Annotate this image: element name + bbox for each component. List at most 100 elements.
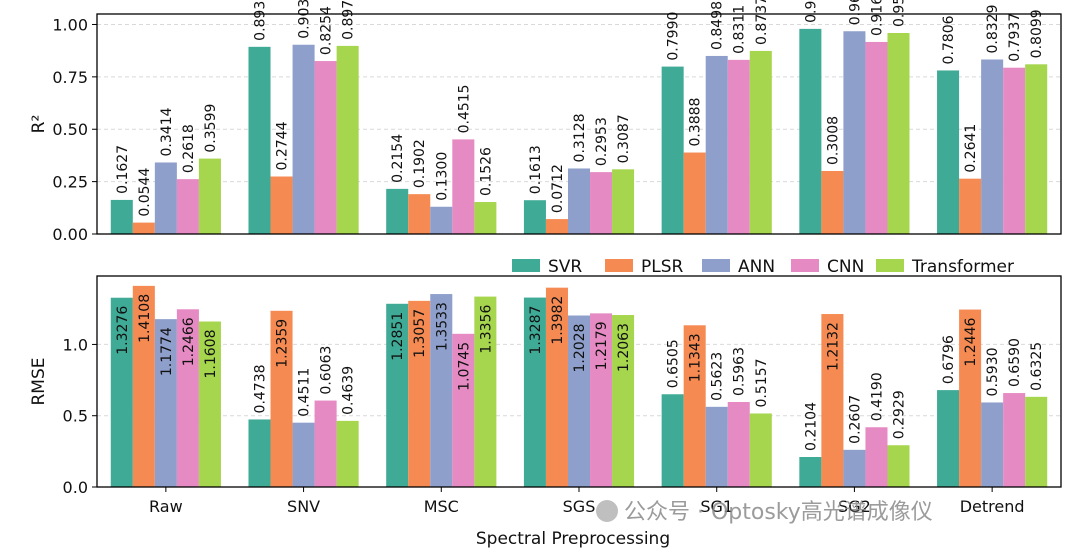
data-label: 0.2618 — [181, 124, 197, 173]
data-label: 1.3356 — [478, 305, 494, 354]
data-label: 1.4108 — [137, 294, 153, 343]
bar-ann-sg2 — [843, 31, 866, 235]
bar-ann-sg1 — [705, 55, 728, 234]
bar-cnn-snv — [314, 400, 337, 487]
y-tick-label: 0.5 — [63, 407, 88, 426]
bar-ann-sg1 — [705, 406, 728, 487]
data-label: 1.2851 — [390, 312, 406, 361]
data-label: 0.1902 — [412, 139, 428, 188]
bar-cnn-sgs — [590, 172, 613, 234]
data-label: 1.1774 — [159, 327, 175, 376]
bar-svr-msc — [386, 188, 409, 234]
bar-cnn-msc — [452, 333, 475, 487]
data-label: 0.1300 — [434, 152, 450, 201]
data-label: 0.3414 — [159, 107, 175, 156]
bar-svr-sg1 — [661, 394, 684, 487]
data-label: 1.2446 — [963, 317, 979, 366]
watermark: 公众号 · Optosky高光谱成像仪 — [596, 494, 933, 526]
bar-ann-msc — [430, 206, 453, 234]
bar-transformer-sg2 — [887, 445, 910, 487]
data-label: 0.2953 — [594, 117, 610, 166]
data-label: 0.4190 — [869, 372, 885, 421]
legend-swatch-cnn — [791, 259, 819, 272]
data-label: 0.6063 — [319, 346, 335, 395]
plot-frame — [96, 275, 1062, 488]
x-tick-label: SG2 — [838, 497, 871, 516]
bar-svr-raw — [110, 297, 133, 487]
data-label: 0.0544 — [137, 168, 153, 217]
data-label: 0.6505 — [666, 339, 682, 388]
bar-svr-snv — [248, 419, 271, 487]
y-tick-label: 0.75 — [52, 68, 88, 87]
data-label: 0.6325 — [1029, 342, 1045, 391]
bar-ann-detrend — [981, 402, 1004, 487]
bar-cnn-sgs — [590, 313, 613, 487]
legend-label-cnn: CNN — [827, 257, 864, 277]
bar-transformer-msc — [474, 202, 497, 234]
bar-plsr-sg1 — [683, 152, 706, 234]
bar-plsr-sg2 — [821, 170, 844, 234]
data-label: 0.3599 — [203, 104, 219, 153]
bar-cnn-msc — [452, 139, 475, 234]
bar-plsr-sgs — [545, 287, 568, 487]
data-label: 0.7990 — [666, 12, 682, 61]
data-label: 0.9790 — [803, 0, 819, 23]
bar-transformer-msc — [474, 296, 497, 487]
data-label: 1.2132 — [825, 322, 841, 371]
data-label: 0.5930 — [985, 347, 1001, 396]
y-tick-label: 1.00 — [52, 15, 88, 34]
data-label: 0.3128 — [572, 113, 588, 162]
data-label: 0.8978 — [341, 0, 357, 40]
data-label: 0.9677 — [847, 0, 863, 25]
data-label: 0.6796 — [941, 335, 957, 384]
data-label: 0.4639 — [341, 366, 357, 415]
bar-ann-snv — [292, 44, 315, 234]
data-label: 0.8329 — [985, 4, 1001, 53]
bar-transformer-snv — [336, 45, 359, 234]
data-label: 0.3087 — [616, 114, 632, 163]
bar-transformer-snv — [336, 420, 359, 487]
data-label: 0.8737 — [754, 0, 770, 45]
bar-svr-sg2 — [799, 457, 822, 487]
watermark-text: 公众号 · Optosky高光谱成像仪 — [624, 500, 933, 525]
data-label: 0.8311 — [732, 5, 748, 54]
bar-transformer-raw — [198, 321, 221, 487]
data-label: 0.4515 — [456, 84, 472, 133]
legend-label-plsr: PLSR — [641, 257, 684, 277]
data-label: 0.9166 — [869, 0, 885, 36]
bar-cnn-raw — [176, 309, 199, 487]
data-label: 0.2744 — [275, 121, 291, 170]
bar-transformer-detrend — [1025, 396, 1048, 487]
data-label: 0.1627 — [115, 145, 131, 194]
y-tick-label: 0.25 — [52, 173, 88, 192]
data-label: 0.8933 — [253, 0, 269, 41]
data-label: 0.4738 — [253, 364, 269, 413]
bar-transformer-sg1 — [749, 413, 772, 487]
bar-cnn-sg2 — [865, 427, 888, 487]
data-label: 0.8498 — [710, 1, 726, 50]
bar-svr-detrend — [937, 390, 960, 487]
bar-transformer-sgs — [612, 169, 635, 234]
bar-ann-msc — [430, 294, 453, 487]
data-label: 1.3276 — [115, 306, 131, 355]
data-label: 0.1526 — [478, 147, 494, 196]
data-label: 0.5963 — [732, 347, 748, 396]
x-axis-label: Spectral Preprocessing — [476, 529, 670, 549]
bar-svr-msc — [386, 303, 409, 487]
data-label: 1.2063 — [616, 323, 632, 372]
y-tick-label: 0.00 — [52, 225, 88, 244]
bar-svr-snv — [248, 46, 271, 234]
bar-ann-detrend — [981, 59, 1004, 235]
data-label: 1.2466 — [181, 317, 197, 366]
legend-label-svr: SVR — [548, 257, 582, 277]
bar-plsr-detrend — [959, 178, 982, 234]
bar-plsr-snv — [270, 310, 293, 487]
bar-ann-snv — [292, 422, 315, 487]
bar-cnn-raw — [176, 179, 199, 234]
panel-r2: 0.00 0.25 0.50 0.75 1.00 0.1627 0.0544 0.3414 0.… — [29, 0, 1062, 244]
x-tick-label: Detrend — [960, 497, 1025, 516]
data-label: 0.9033 — [297, 0, 313, 39]
bar-plsr-raw — [132, 285, 155, 487]
plot-frame — [96, 13, 1062, 235]
legend-label-ann: ANN — [738, 257, 775, 277]
